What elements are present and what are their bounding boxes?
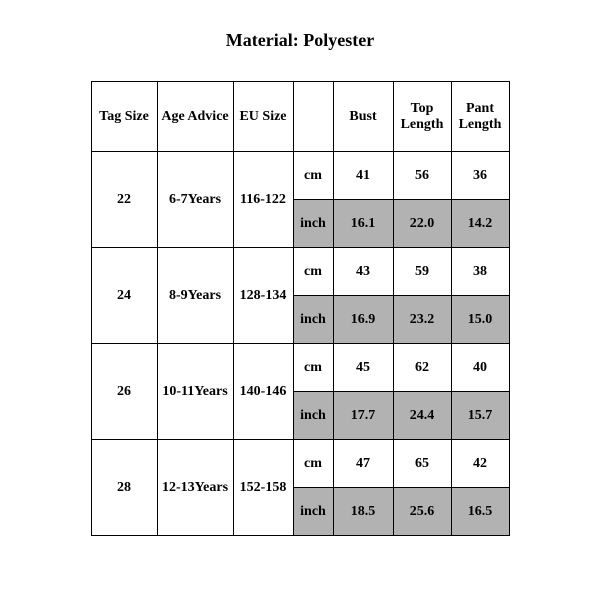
cell-pant-cm: 36 bbox=[451, 152, 509, 200]
cell-unit-inch: inch bbox=[293, 392, 333, 440]
cell-top-cm: 56 bbox=[393, 152, 451, 200]
cell-unit-cm: cm bbox=[293, 440, 333, 488]
col-header-pant: Pant Length bbox=[451, 82, 509, 152]
cell-pant-cm: 40 bbox=[451, 344, 509, 392]
cell-pant-cm: 42 bbox=[451, 440, 509, 488]
cell-eu: 116-122 bbox=[233, 152, 293, 248]
cell-tag: 26 bbox=[91, 344, 157, 440]
cell-tag: 22 bbox=[91, 152, 157, 248]
page: Material: Polyester Tag Size Age Advice … bbox=[0, 0, 600, 600]
cell-age: 6-7Years bbox=[157, 152, 233, 248]
cell-bust-inch: 16.9 bbox=[333, 296, 393, 344]
cell-unit-inch: inch bbox=[293, 200, 333, 248]
col-header-age: Age Advice bbox=[157, 82, 233, 152]
cell-top-inch: 24.4 bbox=[393, 392, 451, 440]
page-title: Material: Polyester bbox=[0, 30, 600, 51]
cell-eu: 128-134 bbox=[233, 248, 293, 344]
cell-top-cm: 65 bbox=[393, 440, 451, 488]
cell-pant-inch: 14.2 bbox=[451, 200, 509, 248]
cell-bust-cm: 43 bbox=[333, 248, 393, 296]
table-row: 22 6-7Years 116-122 cm 41 56 36 bbox=[91, 152, 509, 200]
cell-eu: 152-158 bbox=[233, 440, 293, 536]
cell-pant-inch: 15.7 bbox=[451, 392, 509, 440]
table-row: 28 12-13Years 152-158 cm 47 65 42 bbox=[91, 440, 509, 488]
cell-unit-cm: cm bbox=[293, 248, 333, 296]
cell-pant-cm: 38 bbox=[451, 248, 509, 296]
cell-unit-inch: inch bbox=[293, 488, 333, 536]
table-row: 26 10-11Years 140-146 cm 45 62 40 bbox=[91, 344, 509, 392]
cell-unit-cm: cm bbox=[293, 344, 333, 392]
col-header-tag: Tag Size bbox=[91, 82, 157, 152]
cell-top-inch: 23.2 bbox=[393, 296, 451, 344]
col-header-unit bbox=[293, 82, 333, 152]
cell-bust-cm: 45 bbox=[333, 344, 393, 392]
cell-bust-inch: 18.5 bbox=[333, 488, 393, 536]
table-body: 22 6-7Years 116-122 cm 41 56 36 inch 16.… bbox=[91, 152, 509, 536]
cell-bust-inch: 16.1 bbox=[333, 200, 393, 248]
col-header-top: Top Length bbox=[393, 82, 451, 152]
cell-pant-inch: 15.0 bbox=[451, 296, 509, 344]
col-header-eu: EU Size bbox=[233, 82, 293, 152]
cell-age: 10-11Years bbox=[157, 344, 233, 440]
cell-age: 12-13Years bbox=[157, 440, 233, 536]
cell-bust-inch: 17.7 bbox=[333, 392, 393, 440]
cell-bust-cm: 47 bbox=[333, 440, 393, 488]
cell-eu: 140-146 bbox=[233, 344, 293, 440]
table-header: Tag Size Age Advice EU Size Bust Top Len… bbox=[91, 82, 509, 152]
cell-tag: 28 bbox=[91, 440, 157, 536]
cell-top-inch: 22.0 bbox=[393, 200, 451, 248]
cell-bust-cm: 41 bbox=[333, 152, 393, 200]
col-header-bust: Bust bbox=[333, 82, 393, 152]
cell-age: 8-9Years bbox=[157, 248, 233, 344]
cell-pant-inch: 16.5 bbox=[451, 488, 509, 536]
cell-unit-cm: cm bbox=[293, 152, 333, 200]
size-table: Tag Size Age Advice EU Size Bust Top Len… bbox=[91, 81, 510, 536]
cell-top-inch: 25.6 bbox=[393, 488, 451, 536]
cell-unit-inch: inch bbox=[293, 296, 333, 344]
cell-top-cm: 62 bbox=[393, 344, 451, 392]
table-row: 24 8-9Years 128-134 cm 43 59 38 bbox=[91, 248, 509, 296]
cell-tag: 24 bbox=[91, 248, 157, 344]
header-row: Tag Size Age Advice EU Size Bust Top Len… bbox=[91, 82, 509, 152]
cell-top-cm: 59 bbox=[393, 248, 451, 296]
